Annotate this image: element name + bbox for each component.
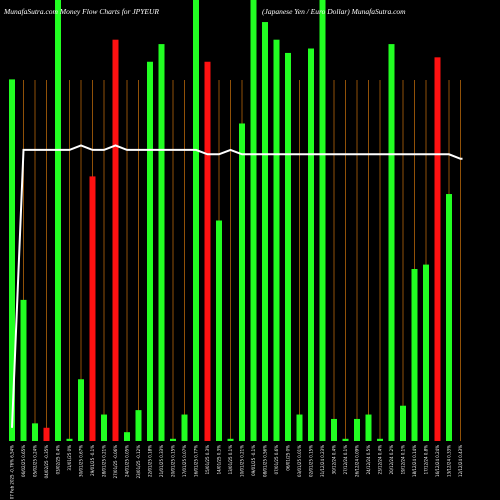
- bar-up: [273, 39, 280, 441]
- bar-up: [331, 418, 337, 441]
- bar-up: [135, 410, 142, 441]
- x-tick-label: 22/01/25 0.18%: [148, 445, 153, 477]
- bar-up: [342, 438, 349, 441]
- x-tick-label: 04/02/25 -0.35%: [44, 445, 49, 479]
- bar-up: [227, 438, 234, 441]
- x-tick-label: 24/12/24 0.5%: [366, 445, 371, 475]
- bar-up: [377, 438, 383, 441]
- x-tick-label: 16/12/24 0.24%: [435, 445, 440, 477]
- bar-up: [216, 220, 222, 441]
- x-tick-label: 05/02/25 0.24%: [33, 445, 38, 477]
- x-tick-label: 27/01/25 -0.06%: [113, 445, 118, 479]
- bar-down: [43, 427, 50, 441]
- bar-up: [55, 0, 61, 441]
- bar-up: [388, 44, 395, 441]
- x-tick-label: 21/01/25 0.33%: [159, 445, 164, 477]
- x-tick-label: 24/01/25 0.05%: [125, 445, 130, 477]
- x-tick-label: 08/01/25 0.56%: [263, 445, 268, 477]
- x-tick-label: 02/01/25 0.15%: [309, 445, 314, 477]
- bar-up: [158, 44, 165, 441]
- x-tick-label: 23/01/25 -0.12%: [136, 445, 141, 479]
- money-flow-line: [11, 144, 463, 428]
- bar-up: [193, 0, 199, 441]
- bar-up: [32, 423, 38, 441]
- bar-down: [204, 61, 211, 442]
- bar-down: [89, 176, 96, 441]
- x-tick-label: 09/01/25 -0.1%: [251, 445, 256, 476]
- x-tick-label: 10/01/25 0.21%: [240, 445, 245, 477]
- x-tick-label: 27/12/24 0.1%: [343, 445, 348, 475]
- bar-up: [239, 123, 245, 441]
- x-tick-label: 15/01/25 0.3%: [205, 445, 210, 475]
- x-tick-label: 30/01/25 0.67%: [79, 445, 84, 477]
- x-tick-label: 18/12/24 0.14%: [412, 445, 417, 477]
- bar-up: [319, 0, 326, 441]
- bars: [9, 0, 452, 442]
- bar-up: [66, 438, 73, 441]
- x-tick-label: 17/01/25 0.07%: [182, 445, 187, 477]
- chart-title-left: MunafaSutra.com Money Flow Charts for JP…: [3, 7, 159, 16]
- bar-up: [9, 79, 15, 441]
- bar-up: [170, 438, 176, 441]
- x-tick-label: 26/12/24 0.09%: [355, 445, 360, 477]
- x-tick-label: 14/01/25 0.3%: [217, 445, 222, 475]
- x-tick-label: 03/02/25 0.4%: [56, 445, 61, 475]
- x-tick-label: 30/12/24 0.4%: [332, 445, 337, 475]
- x-tick-label: 06/01/25 0%: [286, 445, 291, 471]
- x-tick-label: Fri 07 Feb 2025 -0.76% 6,54%: [10, 445, 15, 500]
- bar-up: [365, 414, 372, 441]
- x-tick-labels: Fri 07 Feb 2025 -0.76% 6,54% 06/02/25 0.6…: [10, 445, 464, 500]
- bar-up: [147, 61, 153, 442]
- x-tick-label: 13/01/25 0.1%: [228, 445, 233, 475]
- chart-title-right: (Japanese Yen / Euro Dollar) MunafaSutra…: [262, 7, 406, 16]
- x-tick-label: 17/12/24 0.8%: [424, 445, 429, 475]
- bar-up: [308, 48, 314, 441]
- bar-up: [78, 379, 84, 441]
- x-tick-label: 28/01/25 0.21%: [102, 445, 107, 477]
- bar-down: [434, 57, 441, 442]
- bar-up: [250, 0, 257, 441]
- bar-up: [181, 414, 188, 441]
- bar-up: [124, 432, 130, 441]
- bar-up: [423, 264, 429, 441]
- bar-up: [296, 414, 303, 441]
- bar-up: [354, 418, 360, 441]
- bar-up: [262, 22, 268, 442]
- bar-down: [112, 39, 119, 441]
- x-tick-label: 23/12/24 0.4%: [378, 445, 383, 475]
- x-tick-label: 20/12/24 0.2%: [389, 445, 394, 475]
- bar-up: [400, 405, 406, 441]
- bar-up: [446, 194, 452, 441]
- x-tick-label: 16/01/25 0.77%: [194, 445, 199, 477]
- money-flow-line-path: [11, 144, 463, 428]
- bar-up: [20, 299, 27, 441]
- bar-up: [101, 414, 107, 441]
- x-tick-label: 07/01/25 0.6%: [274, 445, 279, 475]
- x-tick-label: 13/12/24 0.33%: [447, 445, 452, 477]
- x-tick-label: 03/01/25 0.01%: [297, 445, 302, 477]
- x-tick-label: 31/12/24 0.23%: [320, 445, 325, 477]
- x-tick-label: 06/02/25 0.65%: [21, 445, 26, 477]
- bar-up: [285, 52, 291, 442]
- bar-up: [411, 269, 418, 441]
- x-tick-label: 20/01/25 0.15%: [171, 445, 176, 477]
- x-tick-label: 12/12/24 0.43%: [458, 445, 463, 477]
- x-tick-label: 29/01/25 -0.1%: [90, 445, 95, 476]
- x-tick-label: 19/12/24 0.1%: [401, 445, 406, 475]
- x-tick-label: 31/01/25 0%: [67, 445, 72, 471]
